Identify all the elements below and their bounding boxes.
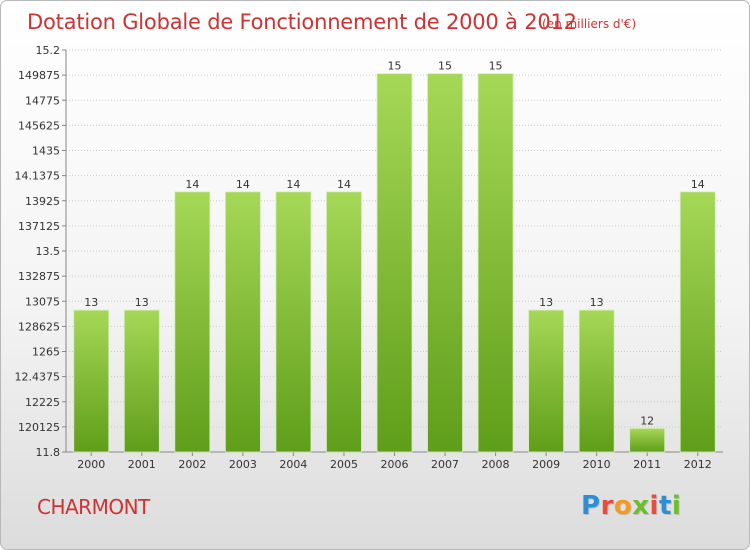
y-tick-label: 13925 [25,195,60,208]
x-tick-label-2003: 2003 [229,458,257,471]
data-label-2007: 15 [438,60,452,73]
bar-2005 [326,191,362,453]
bar-2012 [679,191,716,453]
y-tick-label: 12225 [25,396,60,409]
data-label-2008: 15 [489,60,503,73]
bar-2002 [174,191,211,453]
x-tick-label-2005: 2005 [330,458,358,471]
bar-2000 [73,309,110,453]
x-tick-label-2002: 2002 [178,458,206,471]
data-label-2001: 13 [135,296,149,309]
x-tick-label-2009: 2009 [532,458,560,471]
data-label-2009: 13 [539,296,553,309]
chart-title: Dotation Globale de Fonctionnement de 20… [27,10,577,34]
x-tick-label-2000: 2000 [77,458,105,471]
x-tick-label-2012: 2012 [684,458,712,471]
data-label-2003: 14 [236,178,250,191]
logo-letter: o [613,491,633,521]
x-tick-label-2011: 2011 [633,458,661,471]
y-tick-label: 132875 [18,270,60,283]
data-label-2002: 14 [185,178,199,191]
y-tick-label: 11.8 [36,446,61,459]
y-tick-label: 1265 [32,346,60,359]
y-tick-label: 128625 [18,320,60,333]
logo-letter: P [581,491,601,521]
logo-letter: x [632,491,650,521]
x-tick-label-2007: 2007 [431,458,459,471]
data-label-2010: 13 [590,296,604,309]
y-tick-label: 12.4375 [15,371,61,384]
data-label-2012: 14 [691,178,705,191]
data-label-2000: 13 [84,296,98,309]
y-tick-label: 145625 [18,119,60,132]
bar-2008 [477,73,514,453]
bar-2006 [376,73,413,453]
bar-2001 [123,309,160,453]
logo-letter: t [658,491,672,521]
x-tick-label-2006: 2006 [381,458,409,471]
y-tick-label: 15.2 [36,44,61,57]
bars [73,73,716,453]
logo-letter: r [600,491,614,521]
y-tick-label: 13075 [25,295,60,308]
y-tick-label: 149875 [18,69,60,82]
unit-note: (en milliers d'€) [542,17,637,31]
commune-name: CHARMONT [37,495,150,519]
data-label-2011: 12 [640,414,654,427]
data-label-2004: 14 [286,178,300,191]
labels: 11.81201251222512.4375126512862513075132… [15,44,712,471]
x-tick-label-2008: 2008 [482,458,510,471]
logo-letter: i [671,491,682,521]
bar-2010 [578,309,615,453]
y-tick-label: 13.5 [36,245,61,258]
bar-2011 [629,427,666,453]
data-label-2005: 14 [337,178,351,191]
x-tick-label-2004: 2004 [279,458,307,471]
proxiti-logo: Proxiti [581,491,681,521]
y-tick-label: 1435 [32,145,60,158]
bar-2009 [528,309,565,453]
x-tick-label-2010: 2010 [583,458,611,471]
data-label-2006: 15 [388,60,402,73]
bar-2007 [427,73,463,453]
x-tick-label-2001: 2001 [128,458,156,471]
y-tick-label: 14775 [25,94,60,107]
bar-2004 [275,191,312,453]
y-tick-label: 120125 [18,421,60,434]
logo-letter: i [649,491,659,521]
y-tick-label: 137125 [18,220,60,233]
bar-2003 [224,191,261,453]
y-tick-label: 14.1375 [15,170,61,183]
